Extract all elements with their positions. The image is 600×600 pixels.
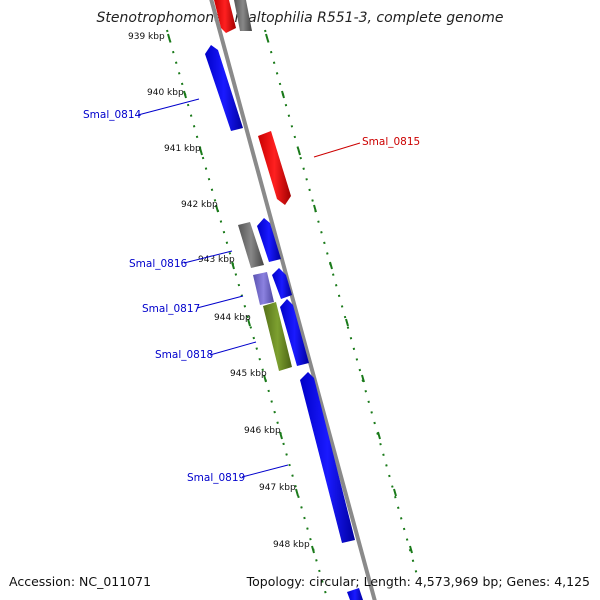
kbp-label-948: 948 kbp — [273, 540, 310, 550]
kbp-label-942: 942 kbp — [181, 200, 218, 210]
gene-feature-top-gray[interactable] — [234, 0, 252, 31]
leader-smal-0816 — [183, 250, 233, 264]
kbp-label-943: 943 kbp — [198, 255, 235, 265]
gene-feature-blue-944[interactable] — [280, 299, 309, 366]
gene-label-smal-0818[interactable]: Smal_0818 — [155, 349, 213, 361]
kbp-label-945: 945 kbp — [230, 369, 267, 379]
right-track-ticks — [265, 33, 413, 554]
gene-feature-smal-0816[interactable] — [257, 218, 281, 262]
leader-smal-0815 — [313, 142, 361, 158]
gene-feature-smal-0819[interactable] — [300, 372, 355, 543]
leader-smal-0817 — [196, 295, 244, 309]
gene-label-smal-0816[interactable]: Smal_0816 — [129, 258, 188, 270]
gene-feature-smal-0817[interactable] — [272, 268, 292, 299]
kbp-label-939: 939 kbp — [128, 32, 165, 42]
gene-label-smal-0819[interactable]: Smal_0819 — [187, 472, 245, 484]
topology-text: Topology: circular; Length: 4,573,969 bp… — [246, 574, 590, 589]
gene-label-smal-0817[interactable]: Smal_0817 — [142, 303, 200, 315]
gene-feature-top-red[interactable] — [214, 0, 236, 33]
map-title: Stenotrophomonas maltophilia R551-3, com… — [96, 10, 504, 26]
kbp-label-940: 940 kbp — [147, 88, 184, 98]
kbp-label-941: 941 kbp — [164, 144, 201, 154]
gene-label-smal-0815[interactable]: Smal_0815 — [362, 136, 420, 148]
kbp-ticks — [167, 33, 315, 554]
leader-smal-0818 — [209, 341, 257, 356]
gene-feature-smal-0818[interactable] — [263, 302, 292, 371]
gene-feature-smal-0814[interactable] — [205, 45, 243, 131]
gene-feature-purple[interactable] — [253, 272, 274, 305]
gene-feature-smal-0815[interactable] — [258, 131, 291, 205]
accession-text: Accession: NC_011071 — [9, 574, 152, 589]
kbp-label-947: 947 kbp — [259, 483, 296, 493]
gene-feature-gray[interactable] — [238, 222, 264, 268]
leader-smal-0814 — [137, 98, 200, 116]
gene-feature-bottom[interactable] — [347, 588, 363, 600]
leader-smal-0819 — [241, 464, 289, 478]
kbp-label-944: 944 kbp — [214, 313, 251, 323]
genome-backbone — [209, 0, 377, 600]
gene-label-smal-0814[interactable]: Smal_0814 — [83, 109, 142, 121]
kbp-label-946: 946 kbp — [244, 426, 281, 436]
